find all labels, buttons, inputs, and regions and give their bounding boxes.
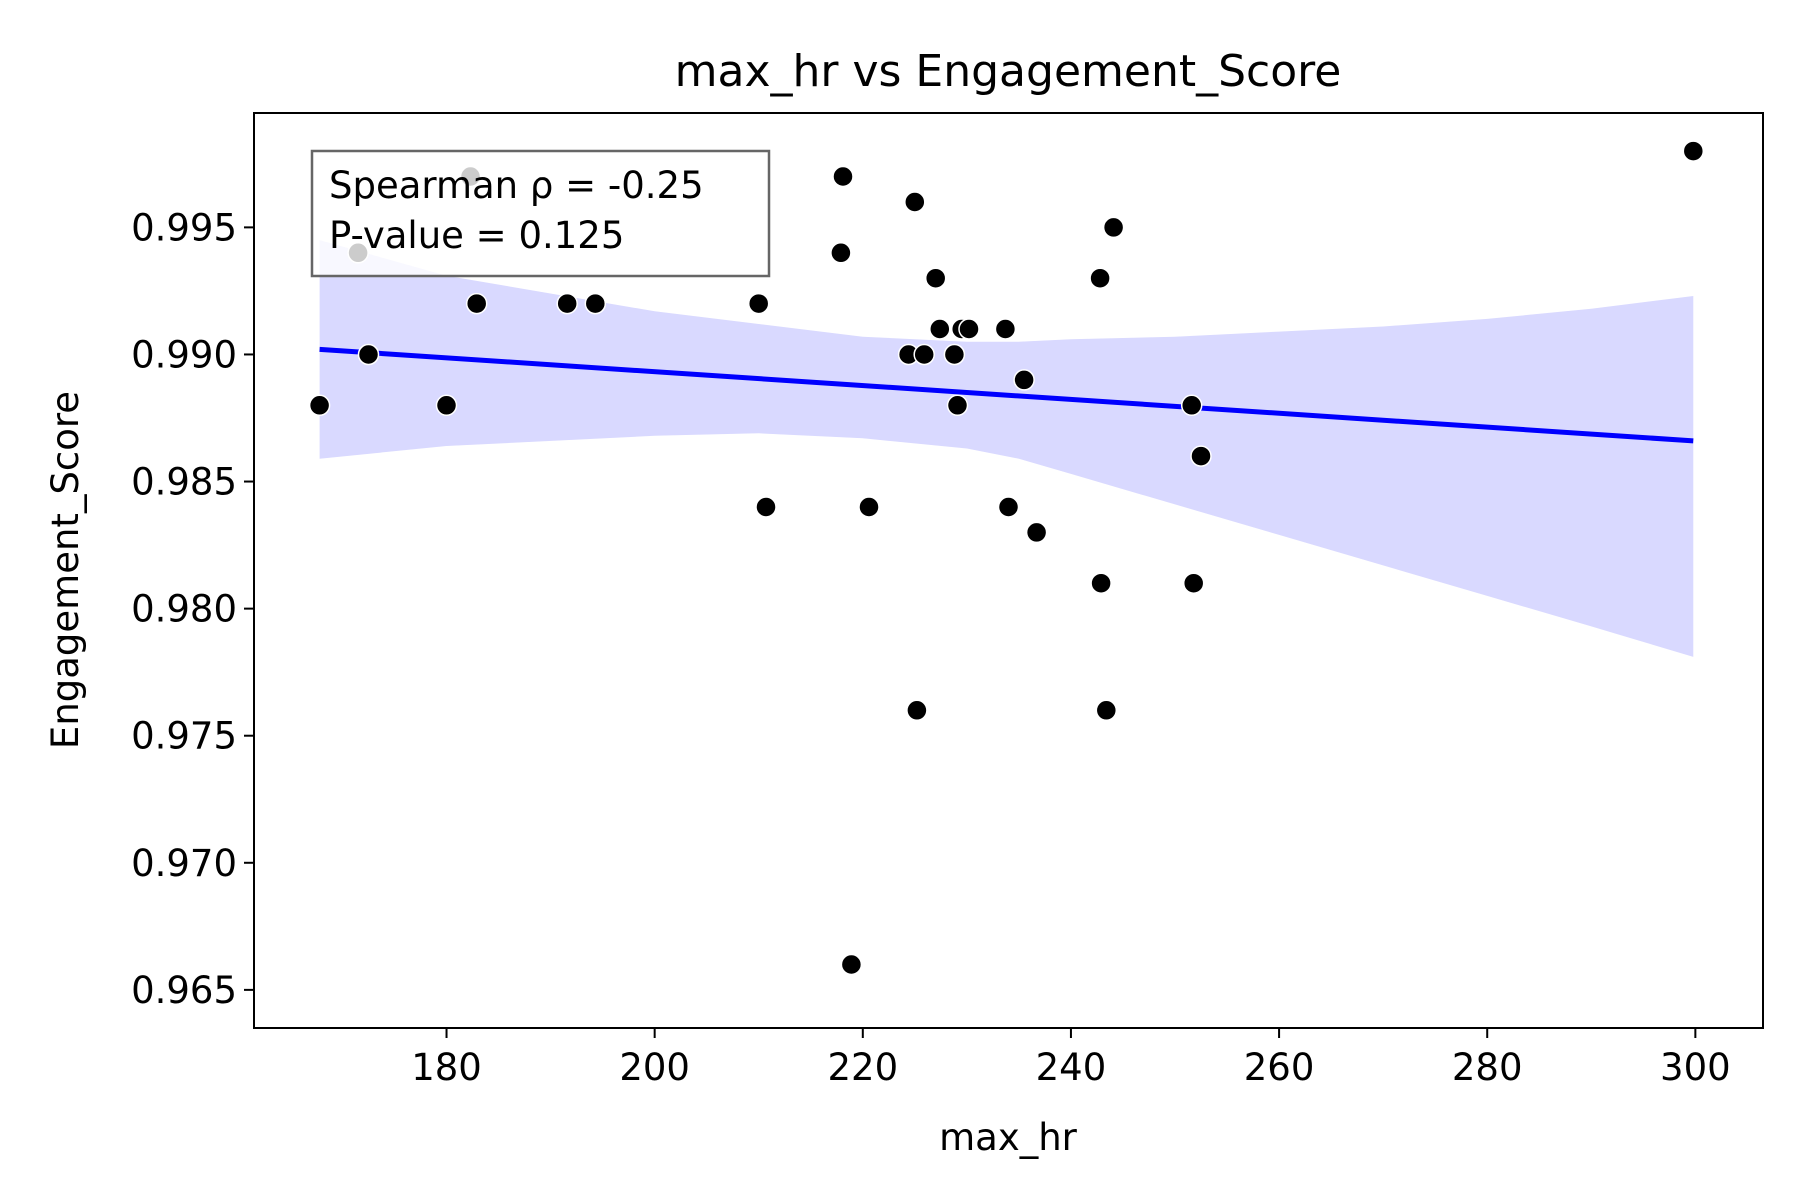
annotation-frame — [310, 149, 771, 278]
scatter-point — [1090, 572, 1112, 594]
x-tick-label: 220 — [827, 1046, 898, 1089]
x-tick-label: 180 — [411, 1046, 482, 1089]
scatter-point — [858, 496, 880, 518]
x-tick-label: 280 — [1452, 1046, 1523, 1089]
x-axis-ticks: 180 200 220 240 260 280 300 — [411, 1028, 1731, 1089]
scatter-point — [1180, 394, 1203, 417]
scatter-point — [913, 343, 935, 366]
regression-line — [319, 346, 1694, 444]
scatter-point — [904, 191, 926, 213]
y-axis-ticks: 0.965 0.970 0.975 0.980 0.985 0.990 0.995 — [131, 206, 254, 1012]
chart-title: max_hr vs Engagement_Score — [675, 46, 1342, 97]
x-tick-label: 260 — [1244, 1046, 1315, 1089]
scatter-point — [906, 699, 928, 722]
y-tick-label: 0.975 — [131, 715, 237, 758]
scatter-points-layer — [308, 140, 1705, 976]
y-tick-label: 0.965 — [131, 969, 237, 1012]
confidence-band-layer — [319, 240, 1694, 657]
annotation-box: Spearman ρ = -0.25 P-value = 0.125 — [310, 149, 771, 278]
scatter-point — [958, 318, 980, 340]
scatter-point — [556, 292, 578, 315]
scatter-point — [997, 496, 1020, 518]
x-tick-label: 300 — [1660, 1046, 1731, 1089]
scatter-point — [1089, 267, 1111, 289]
scatter-point — [1102, 216, 1125, 239]
x-tick-label: 200 — [619, 1046, 690, 1089]
regression-line-layer — [319, 346, 1694, 444]
annotation-pvalue: P-value = 0.125 — [329, 214, 624, 257]
y-axis-label: Engagement_Score — [44, 391, 87, 749]
scatter-point — [943, 343, 966, 366]
scatter-point — [755, 496, 777, 518]
scatter-point — [435, 394, 458, 417]
scatter-point — [994, 318, 1017, 340]
scatter-point — [1182, 572, 1205, 594]
scatter-point — [1095, 699, 1118, 722]
x-axis-label: max_hr — [939, 1116, 1078, 1159]
scatter-point — [832, 165, 854, 188]
scatter-point — [1013, 369, 1035, 391]
y-tick-label: 0.995 — [131, 206, 237, 249]
scatter-point — [1025, 521, 1048, 544]
x-tick-label: 240 — [1036, 1046, 1107, 1089]
y-tick-label: 0.970 — [131, 842, 237, 885]
y-tick-label: 0.990 — [131, 333, 237, 376]
scatter-point — [1682, 140, 1705, 162]
scatter-point — [584, 292, 607, 315]
scatter-point — [1190, 445, 1212, 467]
scatter-point — [946, 394, 969, 417]
scatter-point — [840, 953, 863, 976]
annotation-spearman: Spearman ρ = -0.25 — [329, 164, 704, 207]
scatter-point — [924, 267, 947, 289]
scatter-point — [308, 394, 331, 417]
scatter-point — [465, 292, 488, 315]
scatter-point — [357, 343, 380, 366]
y-tick-label: 0.985 — [131, 461, 237, 504]
scatter-point — [929, 318, 951, 340]
scatter-point — [830, 242, 852, 264]
scatter-point — [747, 292, 770, 315]
y-tick-label: 0.980 — [131, 588, 237, 631]
plot-frame — [253, 112, 1764, 1029]
confidence-band — [319, 240, 1694, 657]
